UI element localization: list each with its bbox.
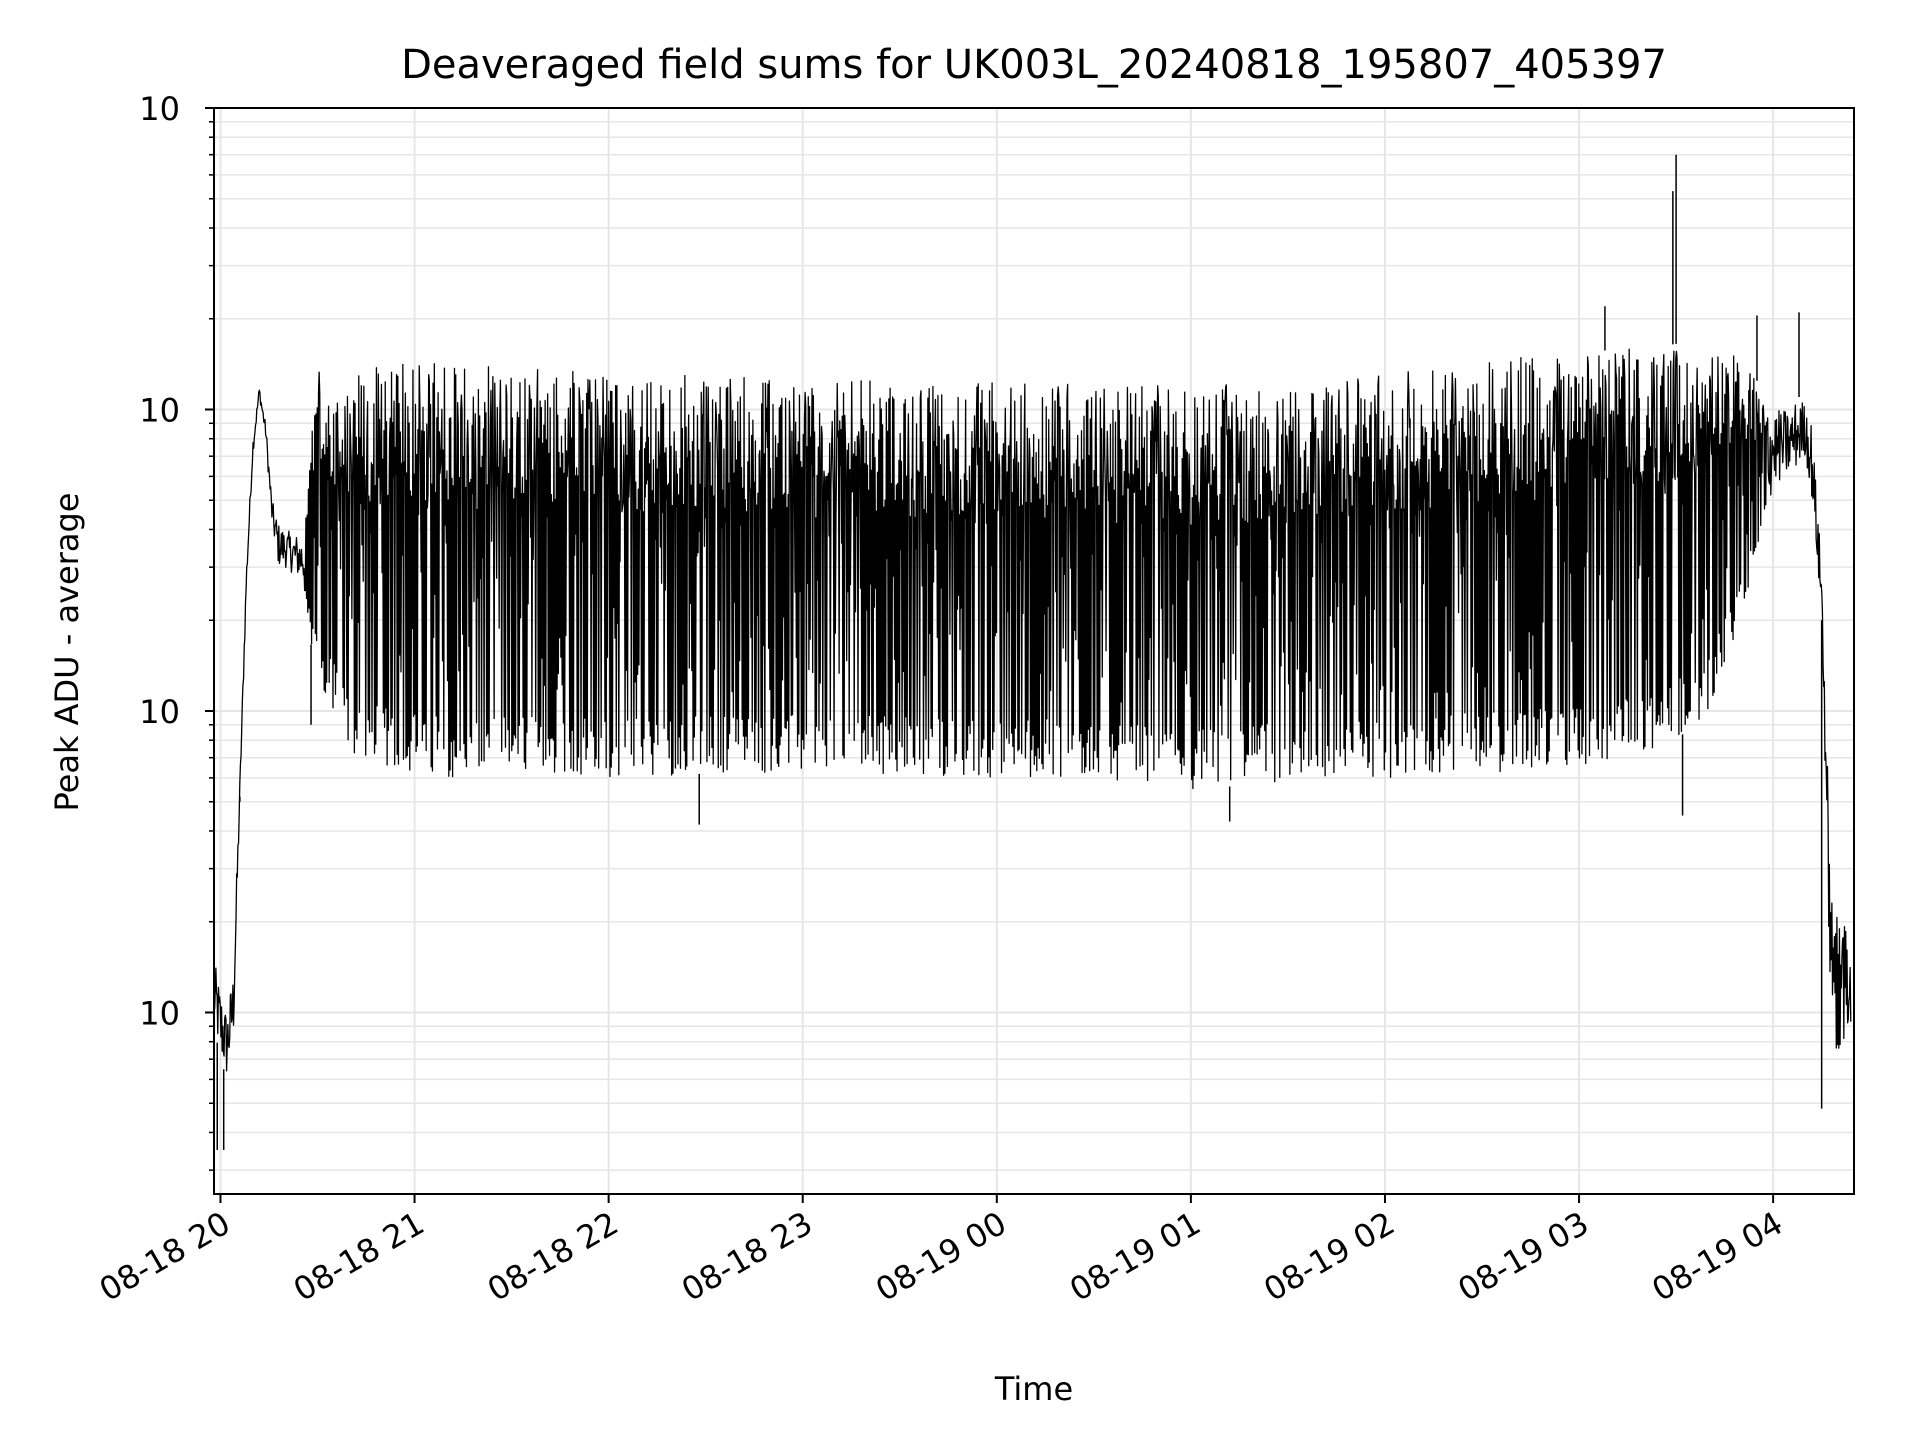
y-tick-label: 10 (139, 90, 180, 128)
series-line (213, 348, 1852, 1072)
y-axis-label: Peak ADU - average (48, 493, 86, 812)
chart-title: Deaveraged field sums for UK003L_2024081… (401, 42, 1667, 88)
y-tick-label: 10 (139, 994, 180, 1032)
y-tick-label: 10 (139, 693, 180, 731)
plot-frame (213, 107, 1855, 1195)
data-series (213, 154, 1852, 1150)
x-axis-label: Time (994, 1370, 1073, 1408)
y-tick-label: 10 (139, 391, 180, 429)
